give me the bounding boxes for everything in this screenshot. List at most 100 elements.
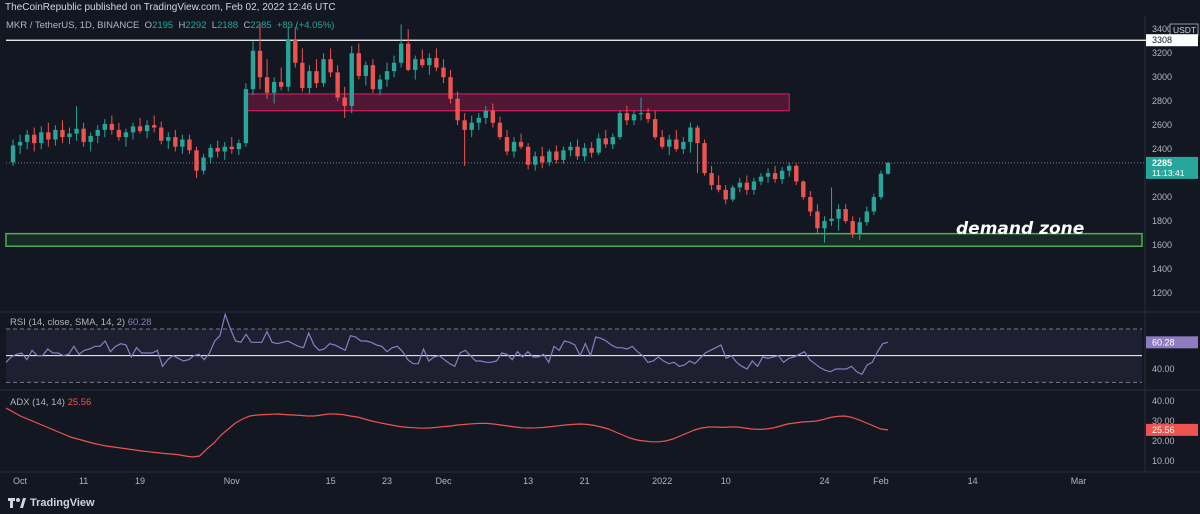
candle — [716, 175, 721, 193]
rsi-value-tag — [1146, 336, 1198, 349]
demand-zone-label: demand zone — [956, 219, 1085, 239]
currency-label: USDT — [1173, 25, 1196, 35]
candle-body — [709, 173, 714, 186]
candle — [568, 141, 573, 157]
candle — [462, 113, 467, 166]
candle-body — [462, 120, 467, 130]
candle — [95, 125, 100, 144]
grid-lines — [0, 16, 1200, 473]
price-tick-label: 3000 — [1152, 72, 1172, 82]
tradingview-logo-icon — [8, 498, 26, 508]
candle-body — [293, 39, 298, 63]
candle — [116, 122, 122, 141]
candle — [159, 121, 164, 145]
candle — [441, 59, 446, 84]
adx-tick-label: 30.00 — [1152, 416, 1175, 426]
candle-body — [307, 71, 312, 88]
chart-canvas[interactable]: 3400320030002800260024002200200018001600… — [0, 0, 1200, 492]
candle — [187, 134, 192, 154]
legend-l-label: L — [211, 20, 218, 31]
rsi-pane — [5, 312, 1142, 383]
time-tick-label: Oct — [13, 476, 28, 486]
candle — [88, 132, 93, 152]
candle-body — [878, 173, 884, 198]
candle — [151, 115, 157, 133]
price-tick-label: 1400 — [1152, 264, 1172, 274]
candle — [469, 115, 474, 138]
candle — [286, 26, 291, 92]
candle-body — [511, 141, 517, 152]
candle — [67, 127, 72, 145]
candle — [236, 139, 242, 156]
legend-low: 2188 — [217, 20, 239, 31]
time-tick-label: 24 — [819, 476, 829, 486]
candle-body — [32, 134, 37, 144]
candle-body — [420, 59, 425, 66]
candle-body — [483, 110, 488, 118]
candle-body — [667, 139, 672, 147]
candle-body — [39, 132, 44, 144]
candle-body — [843, 209, 848, 222]
candle — [723, 185, 728, 205]
time-tick-label: Dec — [435, 476, 452, 486]
candle-body — [342, 97, 347, 106]
candle-body — [582, 147, 587, 157]
time-tick-label: 15 — [326, 476, 336, 486]
candle — [836, 204, 841, 231]
candle-body — [377, 79, 383, 90]
time-tick-label: 14 — [968, 476, 978, 486]
resistance-price-tag — [1146, 34, 1198, 47]
time-axis: Oct 11 19 Nov 15 23 Dec 13 21 2022 10 24 Feb 14 Mar — [13, 476, 1086, 486]
candle-body — [794, 165, 799, 182]
candle — [681, 137, 686, 154]
candle — [674, 129, 679, 152]
time-tick-label: 21 — [580, 476, 590, 486]
candle — [349, 45, 354, 114]
candle — [575, 139, 580, 160]
candle-body — [716, 185, 721, 190]
candle-body — [476, 117, 481, 123]
candle-body — [201, 157, 206, 171]
candle — [377, 74, 383, 96]
candle — [194, 146, 199, 178]
candle — [229, 137, 234, 154]
candle — [102, 119, 107, 138]
rsi-tick-label: 40.00 — [1152, 364, 1175, 374]
candle — [257, 23, 263, 90]
candle-body — [173, 137, 178, 147]
candle — [864, 206, 870, 226]
candle-body — [363, 65, 369, 76]
candle-body — [130, 126, 136, 133]
candle-body — [561, 150, 566, 160]
rsi-label: RSI (14, close, SMA, 14, 2) — [10, 317, 126, 328]
candle — [144, 120, 150, 139]
legend-open: 2195 — [152, 20, 174, 31]
candle-body — [391, 62, 397, 72]
candle-body — [525, 146, 531, 165]
candle — [660, 129, 665, 150]
candle — [808, 191, 813, 217]
candle — [201, 153, 206, 175]
rsi-value-label: 60.28 — [1152, 337, 1175, 347]
candle-body — [490, 110, 496, 123]
candle — [405, 29, 411, 72]
candle-body — [540, 156, 545, 163]
candle — [215, 140, 220, 158]
candle — [123, 128, 129, 147]
candle — [490, 103, 496, 128]
candle-body — [589, 147, 594, 153]
candle-body — [730, 187, 735, 200]
candle-body — [187, 139, 192, 151]
candle — [455, 91, 460, 126]
time-tick-label: Mar — [1071, 476, 1087, 486]
candle — [208, 144, 213, 164]
candle — [730, 185, 735, 202]
legend-c-label: C — [243, 20, 251, 31]
candle-body — [321, 59, 326, 84]
time-tick-label: 11 — [79, 476, 88, 486]
candle — [547, 149, 552, 166]
candle-body — [836, 209, 841, 219]
candle-body — [681, 141, 686, 150]
price-tick-label: 2800 — [1152, 96, 1172, 106]
candle — [772, 165, 778, 183]
